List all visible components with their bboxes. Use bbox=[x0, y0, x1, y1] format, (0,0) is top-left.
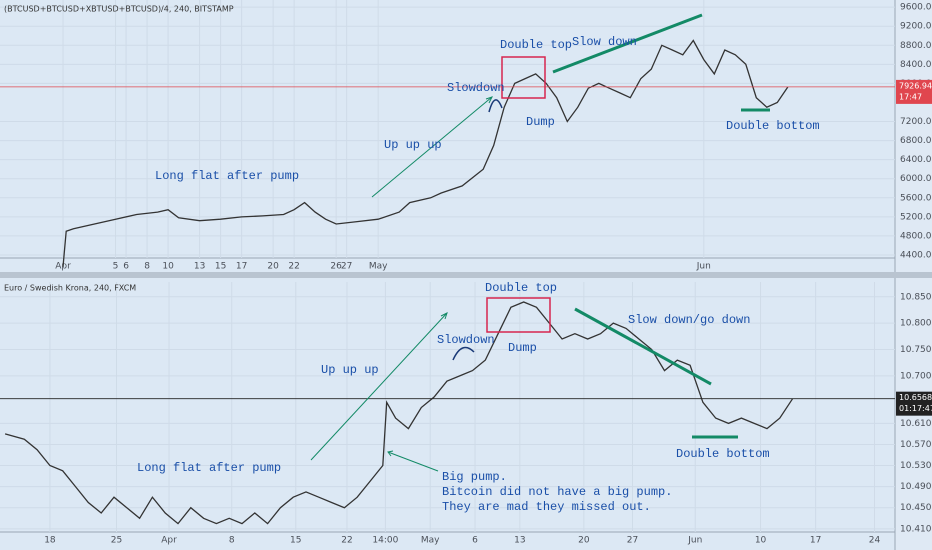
y-tick-label: 9600.00 bbox=[900, 3, 932, 13]
countdown: 01:17:47 bbox=[899, 404, 932, 413]
y-tick-label: 5600.00 bbox=[900, 193, 932, 203]
y-tick-label: 7200.00 bbox=[900, 117, 932, 127]
y-tick-label: 10.53000 bbox=[900, 461, 932, 471]
y-tick-label: 10.57000 bbox=[900, 440, 932, 450]
x-tick-label: 25 bbox=[111, 536, 122, 546]
y-tick-label: 4800.00 bbox=[900, 231, 932, 241]
x-tick-label: 27 bbox=[627, 536, 638, 546]
x-tick-label: Jun bbox=[687, 536, 702, 546]
annotation: Big pump. bbox=[442, 470, 507, 484]
y-tick-label: 10.49000 bbox=[900, 482, 932, 492]
arrow-head bbox=[440, 312, 448, 320]
annotation: Up up up bbox=[321, 363, 379, 377]
y-tick-label: 10.75000 bbox=[900, 345, 932, 355]
trend-line bbox=[574, 307, 712, 386]
arrow-head bbox=[485, 96, 493, 104]
price-line bbox=[62, 39, 789, 267]
x-tick-label: Jun bbox=[696, 262, 711, 272]
pane-separator bbox=[0, 272, 932, 278]
annotation: Double bottom bbox=[726, 119, 820, 133]
arrow bbox=[310, 312, 448, 461]
annotation: Double top bbox=[485, 281, 557, 295]
x-tick-label: 8 bbox=[229, 536, 235, 546]
x-tick-label: 10 bbox=[755, 536, 767, 546]
annotation: Bitcoin did not have a big pump. bbox=[442, 485, 672, 499]
x-tick-label: 22 bbox=[341, 536, 352, 546]
x-tick-label: 6 bbox=[123, 262, 129, 272]
y-tick-label: 4400.00 bbox=[900, 250, 932, 260]
x-tick-label: 10 bbox=[162, 262, 174, 272]
last-price-label: 7926.94 bbox=[899, 81, 932, 90]
x-tick-label: 27 bbox=[341, 262, 352, 272]
y-tick-label: 10.41000 bbox=[900, 524, 932, 534]
x-tick-label: 26 bbox=[330, 262, 342, 272]
x-tick-label: 24 bbox=[869, 536, 881, 546]
x-tick-label: 13 bbox=[194, 262, 205, 272]
y-tick-label: 10.85000 bbox=[900, 292, 932, 302]
curve bbox=[488, 99, 503, 113]
annotation: Slowdown bbox=[447, 81, 505, 95]
arrow bbox=[371, 96, 493, 198]
arrow bbox=[387, 451, 439, 472]
x-tick-label: May bbox=[369, 262, 388, 272]
x-tick-label: 17 bbox=[810, 536, 821, 546]
x-tick-label: 20 bbox=[578, 536, 590, 546]
price-line bbox=[4, 301, 794, 525]
curve bbox=[452, 346, 475, 361]
last-price-box bbox=[896, 391, 932, 416]
y-tick-label: 10.45000 bbox=[900, 503, 932, 513]
annotation: Slowdown bbox=[437, 333, 495, 347]
countdown: 17:47 bbox=[899, 92, 922, 101]
y-tick-label: 5200.00 bbox=[900, 212, 932, 222]
x-tick-label: 13 bbox=[514, 536, 525, 546]
annotation: Double bottom bbox=[676, 447, 770, 461]
annotation: Dump bbox=[508, 341, 537, 355]
annotation: Long flat after pump bbox=[155, 169, 299, 183]
x-tick-label: 15 bbox=[215, 262, 226, 272]
highlight-box bbox=[486, 297, 551, 333]
trend-line bbox=[552, 13, 703, 74]
y-tick-label: 6400.00 bbox=[900, 155, 932, 165]
annotation: Double top bbox=[500, 38, 572, 52]
y-tick-label: 8400.00 bbox=[900, 60, 932, 70]
x-tick-label: 5 bbox=[113, 262, 119, 272]
annotation: Slow down/go down bbox=[628, 313, 750, 327]
y-tick-label: 10.70000 bbox=[900, 371, 932, 381]
y-tick-label: 8800.00 bbox=[900, 41, 932, 51]
annotation: Up up up bbox=[384, 138, 442, 152]
x-tick-label: 6 bbox=[472, 536, 478, 546]
annotation: They are mad they missed out. bbox=[442, 500, 651, 514]
chart-title: (BTCUSD+BTCUSD+XBTUSD+BTCUSD)/4, 240, BI… bbox=[4, 5, 234, 14]
annotation: Slow down bbox=[572, 35, 637, 49]
y-tick-label: 6000.00 bbox=[900, 174, 932, 184]
x-tick-label: May bbox=[421, 536, 440, 546]
drawings bbox=[310, 13, 770, 472]
x-tick-label: Apr bbox=[161, 536, 177, 546]
x-tick-label: 18 bbox=[44, 536, 56, 546]
x-tick-label: 17 bbox=[236, 262, 247, 272]
x-tick-label: 14:00 bbox=[372, 536, 398, 546]
x-tick-label: 8 bbox=[144, 262, 150, 272]
x-tick-label: 22 bbox=[288, 262, 299, 272]
x-tick-label: 20 bbox=[267, 262, 279, 272]
annotation: Long flat after pump bbox=[137, 461, 281, 475]
arrow-head bbox=[387, 450, 394, 457]
y-tick-label: 6800.00 bbox=[900, 136, 932, 146]
annotation: Dump bbox=[526, 115, 555, 129]
y-tick-label: 10.80000 bbox=[900, 319, 932, 329]
y-tick-label: 10.61000 bbox=[900, 419, 932, 429]
chart-title: Euro / Swedish Krona, 240, FXCM bbox=[4, 284, 136, 293]
y-tick-label: 9200.00 bbox=[900, 22, 932, 32]
highlight-box bbox=[501, 56, 546, 99]
x-tick-label: 15 bbox=[290, 536, 301, 546]
last-price-box bbox=[896, 79, 932, 104]
